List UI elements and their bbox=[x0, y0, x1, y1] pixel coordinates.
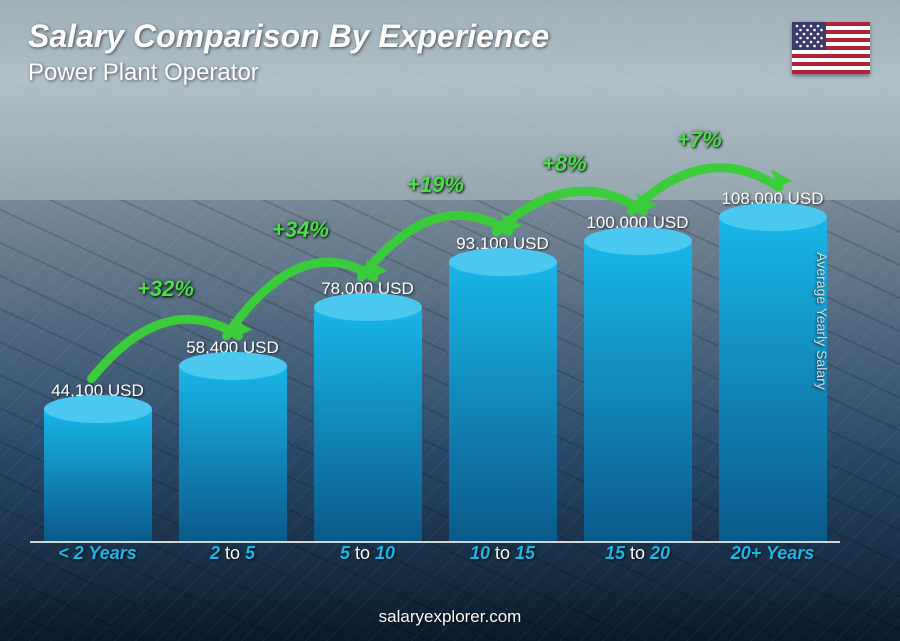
increase-pct-label: +7% bbox=[677, 127, 722, 153]
baseline bbox=[30, 541, 840, 543]
us-flag-icon bbox=[792, 22, 870, 74]
increase-arc bbox=[227, 262, 374, 336]
header: Salary Comparison By Experience Power Pl… bbox=[28, 18, 549, 87]
increase-pct-label: +19% bbox=[407, 172, 464, 198]
y-axis-label: Average Yearly Salary bbox=[813, 252, 829, 390]
footer-text: salaryexplorer.com bbox=[0, 607, 900, 627]
increase-pct-label: +32% bbox=[137, 276, 194, 302]
chart-area: 44,100 USD 58,400 USD 78,000 USD 93,100 … bbox=[30, 120, 840, 571]
chart-subtitle: Power Plant Operator bbox=[28, 59, 549, 87]
increase-pct-label: +8% bbox=[542, 151, 587, 177]
increase-pct-label: +34% bbox=[272, 217, 329, 243]
chart-title: Salary Comparison By Experience bbox=[28, 18, 549, 55]
